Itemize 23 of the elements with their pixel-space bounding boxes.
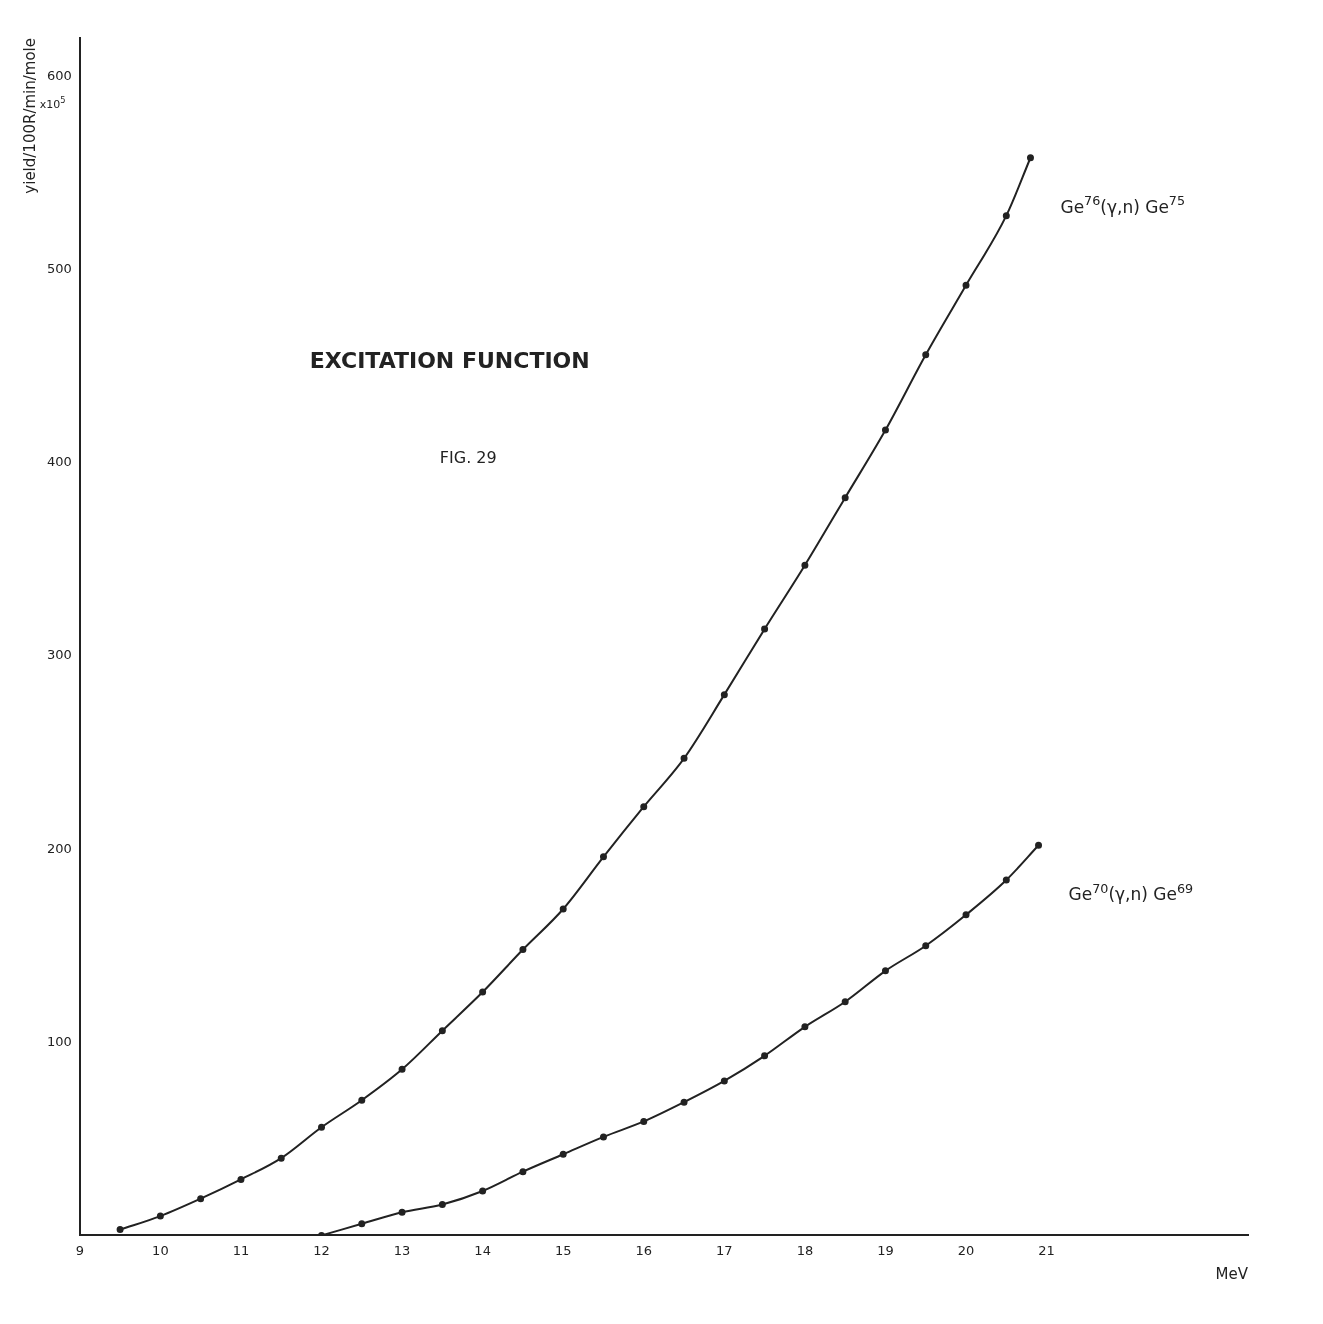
x-tick-label: 11 [232, 1242, 250, 1258]
x-tick-label: 10 [152, 1242, 169, 1258]
text: EXCITATION FUNCTION [309, 348, 590, 373]
x-tick-label: 17 [716, 1242, 733, 1258]
x-tick-label: 9 [75, 1242, 84, 1258]
x-tick-label: 20 [957, 1242, 975, 1258]
text: FIG. 29 [439, 448, 497, 467]
y-axis-title: yield/100R/min/mole [20, 38, 39, 194]
y-tick-label: 400 [46, 454, 72, 470]
x-tick-label: 14 [474, 1242, 491, 1258]
x-tick-label: 19 [877, 1242, 894, 1258]
x-axis-title: MeV [1215, 1264, 1249, 1283]
x-tick-label: 15 [554, 1242, 572, 1258]
x-tick-label: 13 [393, 1242, 411, 1258]
y-tick-label: 500 [46, 261, 72, 277]
y-tick-label: 300 [46, 647, 72, 663]
y-tick-label: 100 [46, 1033, 72, 1049]
x-tick-label: 16 [635, 1242, 653, 1258]
y-tick-label: 200 [46, 840, 72, 856]
x-tick-label: 18 [796, 1242, 814, 1258]
x-tick-label: 12 [313, 1242, 330, 1258]
y-tick-label: 600 [46, 68, 72, 83]
x-tick-label: 21 [1038, 1242, 1055, 1258]
